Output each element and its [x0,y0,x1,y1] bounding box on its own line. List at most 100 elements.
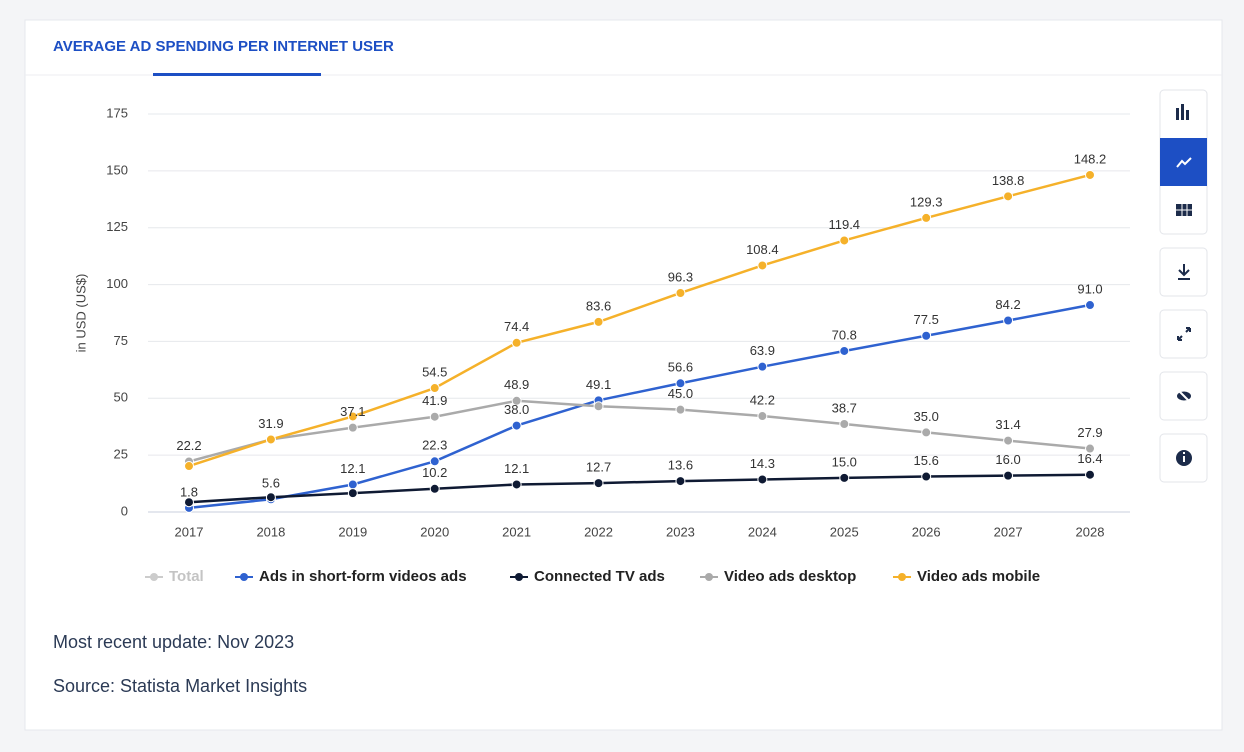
fullscreen-button[interactable] [1159,309,1208,359]
data-label: 84.2 [995,297,1020,312]
data-point [347,422,358,433]
x-tick-label: 2018 [256,524,285,539]
data-label: 119.4 [828,217,860,232]
data-point [1003,470,1014,481]
x-tick-label: 2025 [830,524,859,539]
data-label: 49.1 [586,377,611,392]
data-label: 10.2 [422,465,447,480]
data-point [921,330,932,341]
fullscreen-icon [1177,327,1191,341]
y-tick-label: 25 [114,447,128,462]
x-tick-label: 2021 [502,524,531,539]
bar-view-button[interactable] [1176,104,1189,120]
data-label: 129.3 [910,194,943,209]
data-point [593,478,604,489]
data-label: 148.2 [1074,151,1107,166]
legend-label: Total [169,568,204,585]
legend-label: Connected TV ads [534,568,665,585]
data-label: 91.0 [1077,281,1102,296]
download-icon [1178,264,1190,280]
data-point [593,316,604,327]
data-label: 5.6 [262,476,280,491]
legend-item[interactable]: Ads in short-form videos ads [235,568,467,585]
series-line [188,399,1091,463]
data-label: 138.8 [992,173,1025,188]
data-point [511,479,522,490]
data-label: 63.9 [750,343,775,358]
data-point [675,404,686,415]
data-point [184,461,194,472]
data-label: 35.0 [914,409,939,424]
y-tick-label: 175 [106,105,128,120]
y-tick-label: 100 [106,276,128,291]
line-view-button[interactable] [1160,138,1207,186]
data-point [429,456,440,467]
legend-label: Video ads mobile [917,568,1040,585]
data-point [593,401,604,412]
legend-marker [240,573,248,581]
data-point [1085,169,1095,180]
data-point [921,212,932,223]
legend-item[interactable]: Total [145,568,204,585]
x-tick-label: 2023 [666,524,695,539]
legend-marker [150,573,158,581]
legend-item[interactable]: Connected TV ads [510,568,665,585]
chart-title: AVERAGE AD SPENDING PER INTERNET USER [53,38,394,55]
data-label: 74.4 [504,319,529,334]
x-tick-label: 2027 [994,524,1023,539]
data-point [511,420,522,431]
data-point [429,411,440,422]
data-point [757,411,768,422]
data-point [757,260,768,271]
data-label: 42.2 [750,392,775,407]
data-label: 108.4 [746,242,779,257]
legend-marker [515,573,523,581]
data-point [675,378,686,389]
table-view-button[interactable] [1176,204,1192,216]
data-point [839,418,850,429]
data-label: 41.9 [422,393,447,408]
data-label: 16.4 [1077,451,1102,466]
data-label: 54.5 [422,364,447,379]
data-point [675,287,686,298]
data-point [429,383,440,394]
data-label: 12.1 [340,461,365,476]
data-point [1085,443,1095,454]
data-point [1003,191,1014,202]
legend-item[interactable]: Video ads mobile [893,568,1040,585]
data-point [347,479,358,490]
data-label: 31.9 [258,416,283,431]
x-tick-label: 2026 [912,524,941,539]
series-line [188,303,1091,510]
data-point [347,488,358,499]
y-tick-label: 50 [114,390,128,405]
data-point [347,411,358,422]
plot: 0 25 50 75 100 125 150 175 2017 2018 2019 2020 2021 2… [106,105,1130,585]
data-point [675,476,686,487]
series-line [188,173,1091,468]
legend-item[interactable]: Video ads desktop [700,568,856,585]
data-label: 12.7 [586,460,611,475]
data-label: 31.4 [995,417,1020,432]
data-point [1085,469,1095,480]
data-label: 83.6 [586,298,611,313]
data-label: 12.1 [504,461,529,476]
y-tick-label: 150 [106,162,128,177]
data-label: 70.8 [832,327,857,342]
data-label: 16.0 [995,452,1020,467]
data-point [184,497,194,508]
legend-label: Ads in short-form videos ads [259,568,467,585]
data-point [1003,315,1014,326]
data-label: 48.9 [504,377,529,392]
y-axis-label: in USD (US$) [73,274,88,353]
data-label: 22.2 [176,438,201,453]
legend-marker [705,573,713,581]
data-label: 37.1 [340,404,365,419]
data-label: 14.3 [750,456,775,471]
data-point [1003,435,1014,446]
x-tick-label: 2028 [1076,524,1105,539]
data-point [921,471,932,482]
toolbar [1159,89,1208,483]
data-point [511,337,522,348]
